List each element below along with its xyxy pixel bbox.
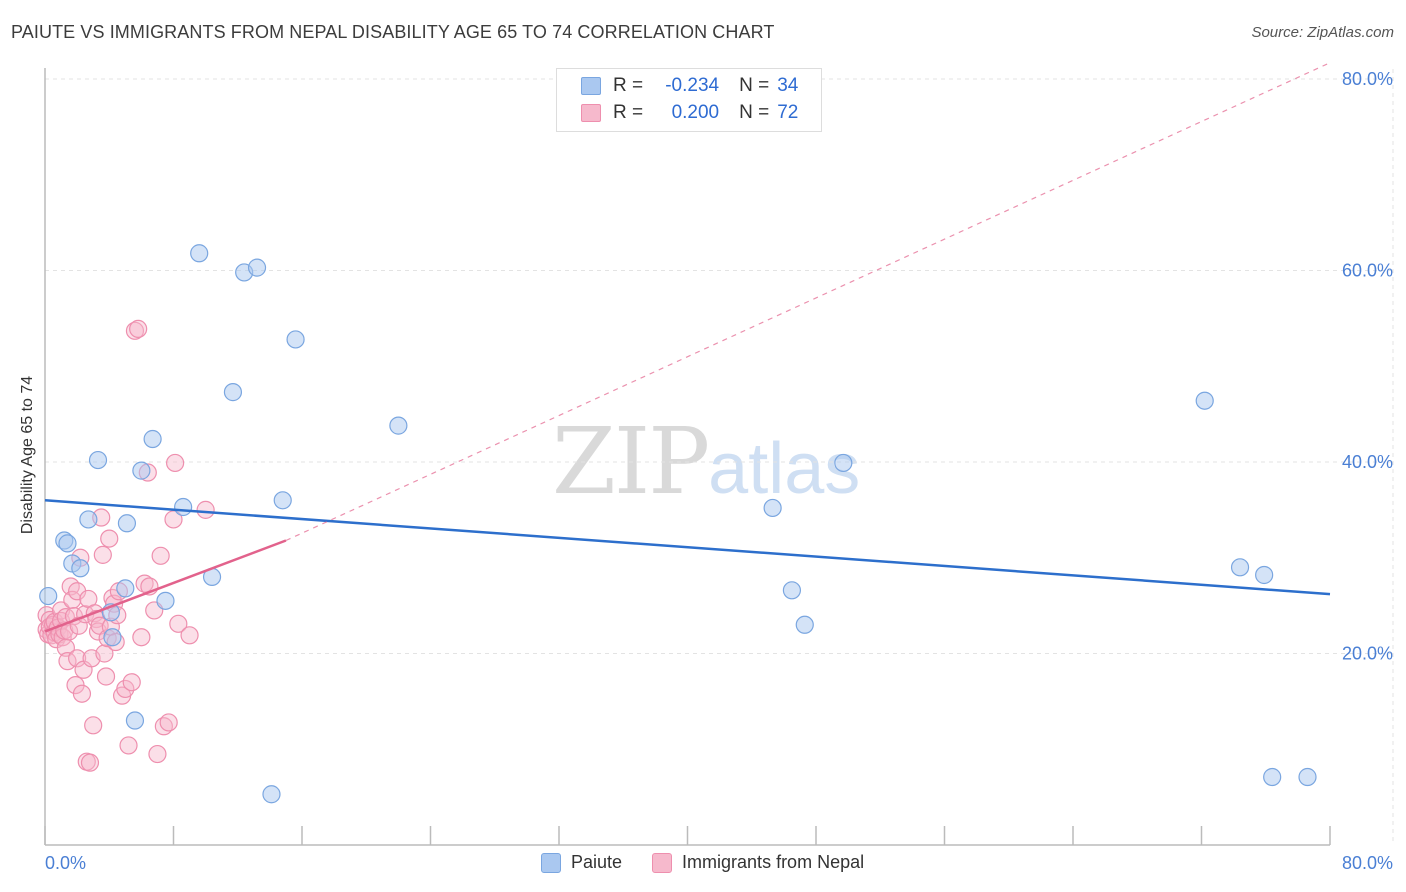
- paiute-point: [39, 586, 58, 606]
- r-value: -0.234: [665, 75, 720, 96]
- nepal-point: [135, 574, 154, 593]
- n-value: 34: [777, 75, 799, 96]
- paiute-swatch: [541, 852, 561, 873]
- y-tick-label: 80.0%: [1342, 69, 1393, 89]
- grid-lines: [45, 69, 1394, 845]
- paiute-point: [117, 514, 137, 533]
- legend-label-paiute: Paiute: [571, 852, 623, 872]
- paiute-points: [39, 244, 1317, 804]
- nepal-trend-line: [44, 539, 287, 633]
- paiute-point: [782, 581, 802, 600]
- paiute-point: [103, 628, 122, 647]
- paiute-point: [71, 559, 90, 578]
- paiute-point: [143, 429, 162, 449]
- nepal-point: [100, 529, 119, 548]
- paiute-point: [1263, 767, 1282, 787]
- nepal-point: [119, 736, 138, 755]
- n-value: 72: [777, 102, 799, 123]
- paiute-point: [88, 450, 108, 470]
- nepal-point: [116, 679, 135, 699]
- paiute-swatch: [581, 77, 601, 95]
- nepal-point: [68, 649, 87, 668]
- paiute-point: [1230, 558, 1250, 577]
- nepal-point: [129, 319, 148, 339]
- r-label: R =: [613, 102, 644, 123]
- source-credit: Source: ZipAtlas.com: [1251, 24, 1394, 41]
- n-label: N =: [739, 75, 770, 96]
- paiute-point: [125, 711, 145, 730]
- nepal-swatch: [581, 104, 601, 122]
- tick-labels: 20.0% 40.0% 60.0% 80.0% 0.0% 80.0%: [45, 69, 1393, 873]
- paiute-point: [79, 510, 98, 529]
- nepal-point: [95, 644, 114, 663]
- paiute-point: [223, 383, 243, 402]
- paiute-point: [273, 491, 292, 510]
- nepal-point: [164, 510, 183, 529]
- paiute-point: [247, 258, 267, 277]
- paiute-point: [132, 461, 151, 480]
- nepal-point: [125, 321, 145, 340]
- nepal-swatch: [652, 852, 673, 873]
- nepal-point: [84, 716, 103, 735]
- stats-legend: R = -0.234 N = 34 R = 0.200 N = 72: [556, 68, 822, 132]
- n-label: N =: [739, 102, 770, 123]
- x-tick-label-min: 0.0%: [45, 853, 86, 873]
- nepal-point: [72, 684, 92, 703]
- nepal-point: [180, 626, 199, 645]
- paiute-point: [1255, 565, 1274, 585]
- y-tick-label: 60.0%: [1342, 261, 1393, 281]
- legend-item-nepal[interactable]: Immigrants from Nepal: [652, 852, 864, 873]
- paiute-point: [834, 453, 853, 473]
- nepal-point: [96, 667, 116, 686]
- nepal-point: [151, 546, 170, 565]
- paiute-point: [116, 579, 135, 598]
- legend-label-nepal: Immigrants from Nepal: [682, 852, 865, 872]
- chart-title: PAIUTE VS IMMIGRANTS FROM NEPAL DISABILI…: [11, 22, 775, 42]
- series-legend: Paiute Immigrants from Nepal: [541, 852, 894, 873]
- nepal-point: [122, 673, 141, 692]
- paiute-trend-line: [44, 499, 1331, 596]
- paiute-point: [1298, 767, 1317, 787]
- paiute-point: [262, 785, 281, 804]
- paiute-point: [389, 416, 408, 435]
- trend-lines: [44, 62, 1331, 633]
- y-tick-label: 20.0%: [1342, 644, 1393, 664]
- nepal-point: [93, 545, 112, 564]
- x-tick-label-max: 80.0%: [1342, 853, 1393, 873]
- axes: [44, 68, 1331, 846]
- paiute-point: [1195, 391, 1214, 410]
- paiute-point: [286, 330, 305, 349]
- nepal-point: [159, 713, 178, 732]
- paiute-point: [58, 534, 77, 553]
- legend-row-nepal: R = 0.200 N = 72: [581, 102, 798, 124]
- r-label: R =: [613, 75, 644, 96]
- paiute-point: [156, 591, 175, 610]
- paiute-point: [763, 498, 782, 518]
- nepal-point: [166, 453, 185, 473]
- y-tick-label: 40.0%: [1342, 452, 1393, 472]
- nepal-point: [132, 628, 151, 647]
- nepal-point: [148, 744, 167, 764]
- legend-row-paiute: R = -0.234 N = 34: [581, 75, 798, 97]
- r-value: 0.200: [671, 102, 720, 123]
- paiute-point: [795, 615, 814, 634]
- paiute-point: [174, 497, 193, 517]
- nepal-trend-extension: [285, 62, 1331, 542]
- nepal-point: [169, 614, 188, 633]
- nepal-point: [196, 500, 215, 519]
- nepal-point: [80, 753, 100, 772]
- paiute-point: [190, 244, 209, 263]
- legend-item-paiute[interactable]: Paiute: [541, 852, 622, 873]
